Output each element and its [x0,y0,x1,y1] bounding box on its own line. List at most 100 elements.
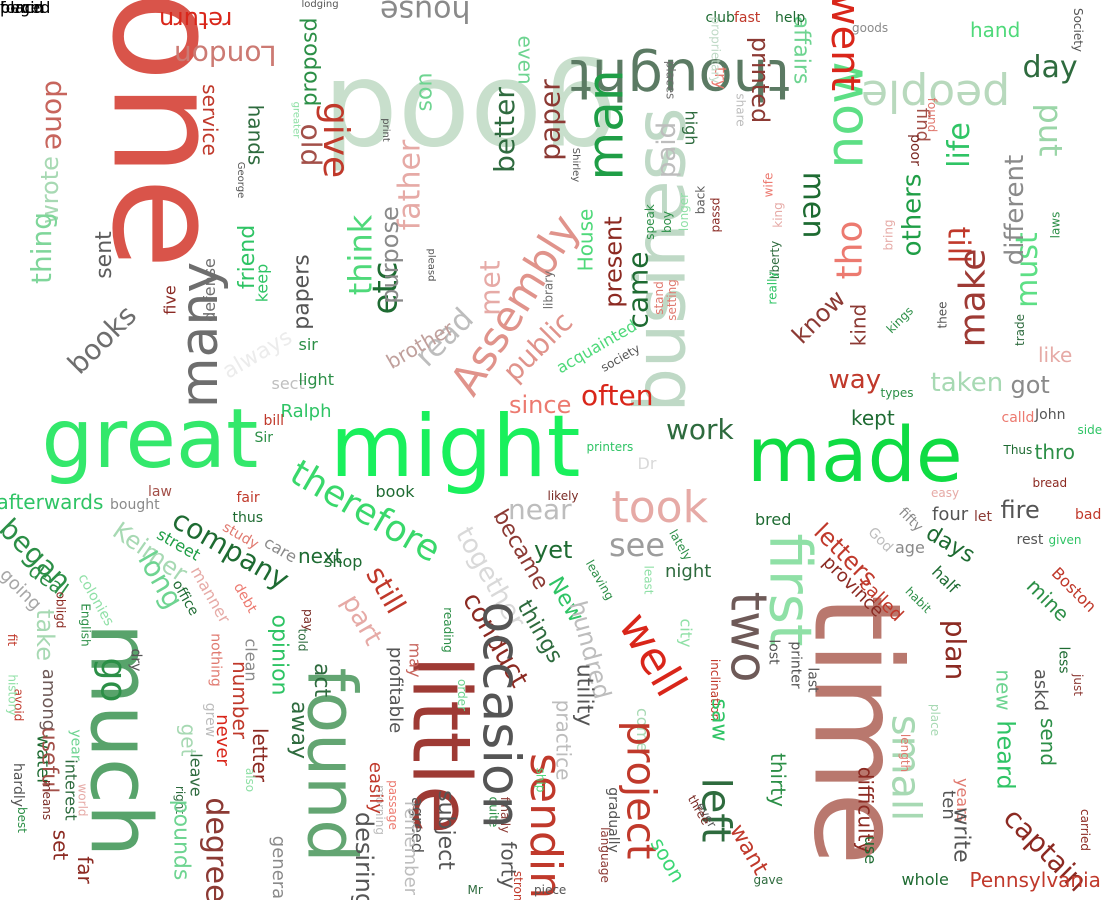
cloud-word: king [770,202,785,228]
cloud-word: since [509,391,572,419]
cloud-word: greater [289,101,301,139]
cloud-word: begin [0,0,45,17]
cloud-word: fire [1000,496,1040,524]
cloud-word: nothing [207,633,224,687]
cloud-word: return [158,6,232,34]
cloud-word: make [951,248,993,348]
cloud-word: profitable [385,646,407,734]
cloud-word: proposd [296,17,322,107]
cloud-word: degree [198,797,234,900]
cloud-word: men [794,171,830,239]
cloud-word: reading [440,607,455,653]
cloud-word: yet [534,536,573,564]
cloud-word: two [719,591,778,683]
cloud-word: let [974,509,992,525]
cloud-word: English [78,603,93,647]
cloud-word: way [828,365,882,395]
cloud-word: rest [1016,532,1044,548]
cloud-word: house [380,0,471,28]
cloud-word: Society [1071,7,1086,53]
cloud-word: proprietary [708,16,722,84]
cloud-word: know [785,284,851,350]
cloud-word: often [581,379,654,412]
cloud-word: printers [586,440,634,454]
cloud-word: also [243,767,258,793]
cloud-word: Sir [254,430,274,446]
cloud-word: carried [1077,809,1092,851]
cloud-word: light [298,370,334,389]
cloud-word: days [921,520,979,569]
cloud-word: purpose [375,206,404,304]
cloud-word: utility [570,663,596,727]
cloud-word: John [1035,407,1066,423]
cloud-word: House [572,208,597,272]
cloud-word: easy [931,486,960,500]
cloud-word: see [609,526,666,564]
cloud-word: defense [199,258,219,322]
cloud-word: done [38,80,72,150]
cloud-word: given [1048,533,1082,547]
cloud-word: leaving [582,557,617,603]
cloud-word: plan [939,619,973,681]
cloud-word: papers [289,254,315,330]
cloud-word: pay [301,608,316,632]
cloud-word: means [40,779,55,821]
cloud-word: whole [901,870,949,889]
cloud-word: placd [0,0,44,17]
cloud-word: longer [677,192,692,232]
cloud-word: near [508,493,572,526]
cloud-word: bought [110,497,160,513]
cloud-word: set [47,829,72,861]
cloud-word: history [5,674,20,716]
cloud-word: five [160,285,180,315]
cloud-word: just [1070,674,1085,696]
cloud-word: taken [930,368,1004,398]
cloud-word: hands [242,104,267,166]
cloud-word: heard [991,720,1020,790]
cloud-word: world [75,783,90,817]
cloud-word: thirty [765,753,790,807]
cloud-word: man [576,69,635,181]
cloud-word: number [228,660,253,740]
cloud-word: really [765,271,780,305]
cloud-word: away [285,701,311,759]
cloud-word: act [309,662,335,698]
cloud-word: George [235,161,247,199]
cloud-word: Pennsylvania [969,868,1101,892]
cloud-word: printed [746,36,775,124]
cloud-word: afterwards [0,490,104,514]
cloud-word: side [1077,423,1103,437]
cloud-word: thus [232,510,264,526]
cloud-word: want [724,820,773,880]
cloud-word: present [599,216,628,308]
cloud-word: piece [534,883,567,897]
cloud-word: put [1031,103,1070,157]
cloud-word: next [298,544,343,568]
cloud-word: speak [642,204,657,240]
cloud-word: half [928,562,963,597]
cloud-word: project [616,720,663,860]
cloud-word: better [487,87,521,173]
cloud-word: poor [906,134,923,166]
cloud-word: debt [230,580,260,616]
cloud-word: places [662,60,677,100]
cloud-word: found [925,97,940,133]
cloud-word: place [928,703,943,737]
cloud-word: Ralph [280,401,332,422]
cloud-word: opinion [266,614,291,696]
cloud-word: fifty [894,504,926,536]
cloud-word: passage [385,780,400,830]
cloud-word: leave [186,753,206,797]
cloud-word: four [932,504,969,525]
cloud-word: Mr [467,883,483,897]
cloud-word: service [197,84,222,156]
cloud-word: sect [271,374,305,393]
cloud-word: among [38,668,60,732]
cloud-word: print [379,118,391,142]
cloud-word: different [1000,154,1031,266]
cloud-word: printer [787,641,804,689]
cloud-word: easily [365,761,387,815]
cloud-word: remember [400,800,422,896]
cloud-word: bring [881,219,896,251]
cloud-word: least [641,565,656,595]
